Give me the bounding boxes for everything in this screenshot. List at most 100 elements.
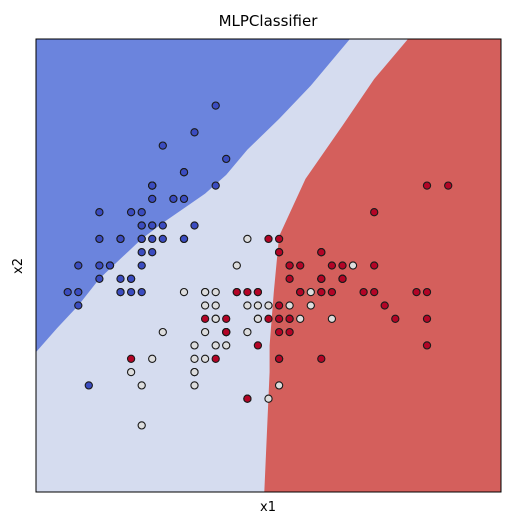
data-point-class-1-45 <box>211 287 220 297</box>
data-point-class-2-23 <box>274 327 284 337</box>
data-point-class-1-47 <box>264 301 273 310</box>
data-point-class-1-4 <box>296 314 305 323</box>
data-point-class-0-31 <box>179 234 189 244</box>
data-point-class-2-49 <box>232 287 241 297</box>
data-point-class-2-48 <box>264 234 273 244</box>
data-point-class-2-18 <box>422 341 432 350</box>
data-point-class-2-27 <box>253 287 263 297</box>
data-point-class-2-30 <box>391 314 400 323</box>
data-point-class-2-40 <box>317 274 326 283</box>
data-point-class-0-49 <box>137 248 146 257</box>
data-point-class-0-14 <box>222 154 231 164</box>
data-point-class-2-15 <box>285 261 294 270</box>
data-point-class-2-32 <box>285 314 294 323</box>
data-point-class-0-30 <box>116 274 125 283</box>
data-point-class-2-6 <box>126 354 136 363</box>
data-point-class-0-17 <box>148 221 157 230</box>
data-point-class-0-24 <box>116 234 125 244</box>
data-point-class-2-8 <box>317 354 326 363</box>
data-point-class-0-39 <box>148 234 157 244</box>
data-point-class-2-12 <box>327 287 337 297</box>
data-point-class-1-23 <box>253 314 263 323</box>
data-point-class-2-21 <box>200 314 210 323</box>
x-axis-label: x1 <box>260 500 276 515</box>
data-point-class-0-15 <box>211 101 220 110</box>
data-point-class-1-0 <box>348 261 358 270</box>
data-point-class-2-17 <box>422 181 432 190</box>
data-point-class-0-33 <box>190 128 199 137</box>
data-point-class-1-31 <box>190 367 199 377</box>
data-point-class-1-42 <box>222 341 231 350</box>
data-point-class-0-23 <box>148 248 157 257</box>
data-point-class-0-6 <box>95 234 104 244</box>
data-point-class-2-3 <box>274 301 284 310</box>
data-point-class-2-33 <box>274 314 284 323</box>
data-point-class-1-48 <box>148 354 157 363</box>
data-point-class-0-13 <box>63 287 72 297</box>
data-point-class-0-41 <box>84 381 93 390</box>
data-point-class-1-33 <box>243 327 252 337</box>
data-point-class-1-25 <box>306 287 315 297</box>
data-point-class-0-43 <box>137 221 146 230</box>
data-point-class-2-13 <box>211 354 220 363</box>
data-point-class-2-10 <box>296 261 305 270</box>
chart-title: MLPClassifier <box>219 12 319 30</box>
data-point-class-0-32 <box>158 141 167 150</box>
data-point-class-1-44 <box>200 327 210 337</box>
data-point-class-0-46 <box>148 181 157 190</box>
data-point-class-2-11 <box>285 327 294 337</box>
data-point-class-1-10 <box>137 421 146 430</box>
data-point-class-2-7 <box>380 301 389 310</box>
data-point-class-2-29 <box>370 287 379 297</box>
data-point-class-1-19 <box>200 354 210 363</box>
data-point-class-2-31 <box>444 181 453 190</box>
data-point-class-2-2 <box>359 287 368 297</box>
data-point-class-1-14 <box>200 301 210 310</box>
data-point-class-0-21 <box>148 194 157 204</box>
data-point-class-1-40 <box>190 341 199 350</box>
data-point-class-2-37 <box>285 274 294 283</box>
data-point-class-2-35 <box>422 287 432 297</box>
data-point-class-1-18 <box>264 394 273 403</box>
data-point-class-1-24 <box>285 301 294 310</box>
data-point-class-2-36 <box>274 234 284 244</box>
plot-area <box>35 38 502 493</box>
data-point-class-2-41 <box>338 274 347 283</box>
data-point-class-0-3 <box>95 274 104 283</box>
data-point-class-2-9 <box>370 208 379 217</box>
data-point-class-0-10 <box>179 194 189 204</box>
data-point-class-1-38 <box>200 287 210 297</box>
data-point-class-2-45 <box>317 287 326 297</box>
y-axis-label: x2 <box>11 258 26 274</box>
data-point-class-0-26 <box>137 234 146 244</box>
data-point-class-1-46 <box>211 301 220 310</box>
data-point-class-1-43 <box>137 381 146 390</box>
data-point-class-1-35 <box>243 234 252 244</box>
data-point-class-1-9 <box>158 327 167 337</box>
data-point-class-0-28 <box>158 234 167 244</box>
plot-frame <box>35 38 502 493</box>
data-point-class-0-1 <box>126 287 136 297</box>
data-point-class-1-29 <box>211 341 220 350</box>
data-point-class-2-34 <box>253 341 263 350</box>
decision-region-class-0 <box>36 39 350 353</box>
data-point-class-2-20 <box>338 261 347 270</box>
data-point-class-0-45 <box>116 287 125 297</box>
data-point-class-0-34 <box>126 274 136 283</box>
data-point-class-1-20 <box>232 261 241 270</box>
data-point-class-0-47 <box>95 261 104 270</box>
data-point-class-2-47 <box>296 287 305 297</box>
data-point-class-2-44 <box>317 248 326 257</box>
data-point-class-0-27 <box>158 221 167 230</box>
data-point-class-0-8 <box>74 301 83 310</box>
data-point-class-1-34 <box>179 287 189 297</box>
data-points <box>63 101 453 430</box>
data-point-class-2-25 <box>370 261 379 270</box>
data-point-class-0-18 <box>211 181 220 190</box>
data-point-class-2-42 <box>222 327 231 337</box>
data-point-class-2-14 <box>222 314 231 323</box>
data-point-class-1-7 <box>126 367 136 377</box>
data-point-class-0-25 <box>137 287 146 297</box>
data-point-class-2-5 <box>412 287 421 297</box>
